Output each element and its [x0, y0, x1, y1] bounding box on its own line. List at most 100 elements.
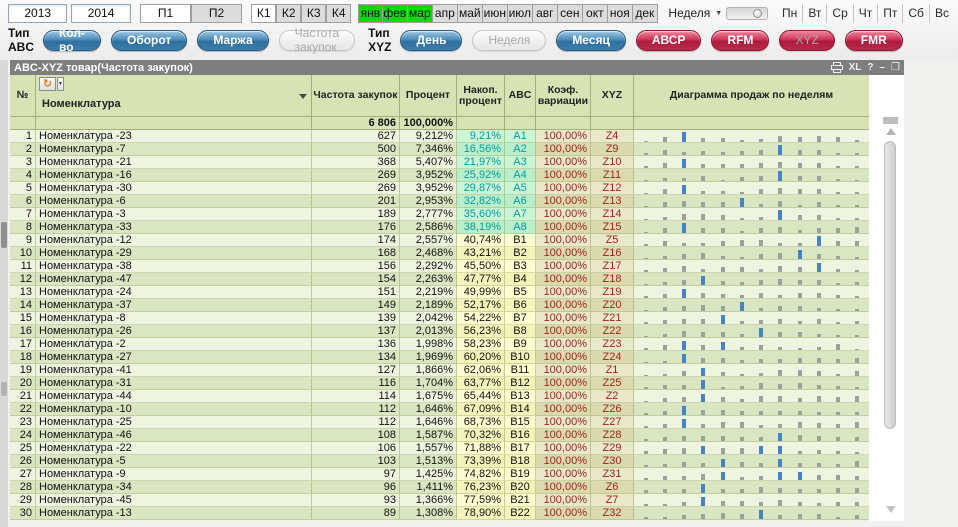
table-row[interactable]: 25 Номенклатура -22 106 1,557% 71,88% B17 100,…	[10, 442, 869, 455]
halfyear-button-п2[interactable]: П2	[191, 3, 242, 23]
table-row[interactable]: 6 Номенклатура -6 201 2,953% 32,82% A6 100,00%…	[10, 195, 869, 208]
year-2014-button[interactable]: 2014	[71, 3, 131, 23]
weekday-button-Пт[interactable]: Пт	[877, 3, 902, 23]
scroll-up-icon[interactable]	[886, 128, 896, 135]
quarter-button-к4[interactable]: К4	[326, 3, 352, 23]
report-button-fmr[interactable]: FMR	[844, 29, 903, 51]
col-header-cumulative[interactable]: Накоп. процент	[457, 75, 505, 117]
refresh-dropdown-icon[interactable]: ▼	[57, 77, 64, 91]
week-slider[interactable]	[726, 6, 768, 20]
print-icon[interactable]	[830, 62, 843, 73]
cell-cumulative: 70,32%	[457, 429, 505, 442]
col-header-variation[interactable]: Коэф. вариации	[536, 75, 591, 117]
quarter-button-к1[interactable]: К1	[251, 3, 277, 23]
col-header-number[interactable]: №	[10, 75, 36, 117]
month-button-авг[interactable]: авг	[532, 3, 558, 23]
sparkline-bar	[759, 345, 764, 350]
table-row[interactable]: 20 Номенклатура -31 116 1,704% 63,77% B12 100,…	[10, 377, 869, 390]
weekday-button-Вт[interactable]: Вт	[802, 3, 826, 23]
table-row[interactable]: 16 Номенклатура -26 137 2,013% 56,23% B8 100,0…	[10, 325, 869, 338]
table-row[interactable]: 23 Номенклатура -25 112 1,646% 68,73% B15 100,…	[10, 416, 869, 429]
table-row[interactable]: 29 Номенклатура -45 93 1,366% 77,59% B21 100,0…	[10, 494, 869, 507]
cell-number: 2	[10, 143, 36, 156]
col-header-percent[interactable]: Процент	[400, 75, 457, 117]
table-row[interactable]: 22 Номенклатура -10 112 1,646% 67,09% B14 100,…	[10, 403, 869, 416]
table-row[interactable]: 7 Номенклатура -3 189 2,777% 35,60% A7 100,00%…	[10, 208, 869, 221]
week-slider-thumb[interactable]	[753, 8, 763, 18]
left-scroll-strip[interactable]	[0, 60, 8, 527]
weekday-button-Ср[interactable]: Ср	[826, 3, 852, 23]
sort-descending-icon[interactable]	[299, 94, 307, 99]
table-row[interactable]: 18 Номенклатура -27 134 1,969% 60,20% B10 100,…	[10, 351, 869, 364]
table-row[interactable]: 26 Номенклатура -5 103 1,513% 73,39% B18 100,0…	[10, 455, 869, 468]
report-button-rfm[interactable]: RFM	[711, 29, 770, 51]
table-row[interactable]: 2 Номенклатура -7 500 7,346% 16,56% A2 100,00%…	[10, 143, 869, 156]
month-button-мар[interactable]: мар	[407, 3, 433, 23]
xyz-type-button-день[interactable]: День	[400, 29, 463, 51]
table-row[interactable]: 5 Номенклатура -30 269 3,952% 29,87% A5 100,00…	[10, 182, 869, 195]
month-button-окт[interactable]: окт	[582, 3, 608, 23]
col-header-frequency[interactable]: Частота закупок	[312, 75, 400, 117]
table-row[interactable]: 19 Номенклатура -41 127 1,866% 62,06% B11 100,…	[10, 364, 869, 377]
col-header-chart[interactable]: Диаграмма продаж по неделям	[634, 75, 869, 117]
weekday-button-Чт[interactable]: Чт	[852, 3, 878, 23]
table-row[interactable]: 27 Номенклатура -9 97 1,425% 74,82% B19 100,00…	[10, 468, 869, 481]
help-icon[interactable]: ?	[867, 62, 874, 73]
report-button-авср[interactable]: АВСР	[635, 29, 702, 51]
table-row[interactable]: 28 Номенклатура -34 96 1,411% 76,23% B20 100,0…	[10, 481, 869, 494]
week-selector-dropdown[interactable]: Неделя ▼	[664, 6, 726, 20]
quarter-button-к2[interactable]: К2	[276, 3, 302, 23]
cell-xyz: Z7	[591, 494, 634, 507]
scrollbar-thumb[interactable]	[884, 141, 896, 429]
weekday-button-Сб[interactable]: Сб	[902, 3, 929, 23]
month-button-июл[interactable]: июл	[507, 3, 533, 23]
table-row[interactable]: 10 Номенклатура -29 168 2,468% 43,21% B2 100,0…	[10, 247, 869, 260]
table-row[interactable]: 30 Номенклатура -13 89 1,308% 78,90% B22 100,0…	[10, 507, 869, 520]
refresh-button[interactable]: ↻	[39, 77, 56, 91]
abc-type-button-оборот[interactable]: Оборот	[110, 29, 188, 51]
col-header-xyz[interactable]: XYZ	[591, 75, 634, 117]
table-row[interactable]: 17 Номенклатура -2 136 1,998% 58,23% B9 100,00…	[10, 338, 869, 351]
sparkline-slot	[713, 377, 732, 389]
halfyear-button-п1[interactable]: П1	[140, 3, 191, 23]
table-row[interactable]: 1 Номенклатура -23 627 9,212% 9,21% A1 100,00%…	[10, 130, 869, 143]
col-header-nomenclature[interactable]: ↻ ▼ Номенклатура	[36, 75, 312, 117]
table-row[interactable]: 8 Номенклатура -33 176 2,586% 38,19% A8 100,00…	[10, 221, 869, 234]
month-button-фев[interactable]: фев	[382, 3, 408, 23]
excel-export-icon[interactable]: XL	[848, 62, 862, 73]
month-button-янв[interactable]: янв	[357, 3, 383, 23]
scroll-down-icon[interactable]	[886, 506, 896, 513]
minimize-icon[interactable]: –	[879, 62, 886, 73]
vertical-scrollbar[interactable]	[883, 75, 898, 521]
abc-type-button-кол-во[interactable]: Кол-во	[43, 26, 101, 54]
table-row[interactable]: 9 Номенклатура -12 174 2,557% 40,74% B1 100,00…	[10, 234, 869, 247]
weekday-button-Вс[interactable]: Вс	[928, 3, 954, 23]
table-row[interactable]: 12 Номенклатура -47 154 2,263% 47,77% B4 100,0…	[10, 273, 869, 286]
month-button-апр[interactable]: апр	[432, 3, 458, 23]
year-2013-button[interactable]: 2013	[8, 3, 68, 23]
table-row[interactable]: 21 Номенклатура -44 114 1,675% 65,44% B13 100,…	[10, 390, 869, 403]
table-row[interactable]: 11 Номенклатура -38 156 2,292% 45,50% B3 100,0…	[10, 260, 869, 273]
month-button-дек[interactable]: дек	[632, 3, 658, 23]
table-row[interactable]: 3 Номенклатура -21 368 5,407% 21,97% A3 100,00…	[10, 156, 869, 169]
month-button-ноя[interactable]: ноя	[607, 3, 633, 23]
month-button-июн[interactable]: июн	[482, 3, 508, 23]
table-row[interactable]: 15 Номенклатура -8 139 2,042% 54,22% B7 100,00…	[10, 312, 869, 325]
month-button-сен[interactable]: сен	[557, 3, 583, 23]
quarter-button-к3[interactable]: К3	[301, 3, 327, 23]
col-header-abc[interactable]: ABC	[505, 75, 536, 117]
cell-variation: 100,00%	[536, 130, 591, 143]
cell-number: 22	[10, 403, 36, 416]
table-row[interactable]: 13 Номенклатура -24 151 2,219% 49,99% B5 100,0…	[10, 286, 869, 299]
weekday-button-Пн[interactable]: Пн	[782, 5, 798, 20]
cell-number: 18	[10, 351, 36, 364]
table-row[interactable]: 4 Номенклатура -16 269 3,952% 25,92% A4 100,00…	[10, 169, 869, 182]
table-row[interactable]: 14 Номенклатура -37 149 2,189% 52,17% B6 100,0…	[10, 299, 869, 312]
sparkline-bar	[855, 180, 860, 181]
maximize-icon[interactable]: ❐	[891, 62, 900, 73]
abc-type-button-маржа[interactable]: Маржа	[197, 29, 269, 51]
xyz-type-button-месяц[interactable]: Месяц	[556, 29, 626, 51]
table-row[interactable]: 24 Номенклатура -46 108 1,587% 70,32% B16 100,…	[10, 429, 869, 442]
month-button-май[interactable]: май	[457, 3, 483, 23]
left-strip-handle[interactable]	[1, 222, 7, 248]
